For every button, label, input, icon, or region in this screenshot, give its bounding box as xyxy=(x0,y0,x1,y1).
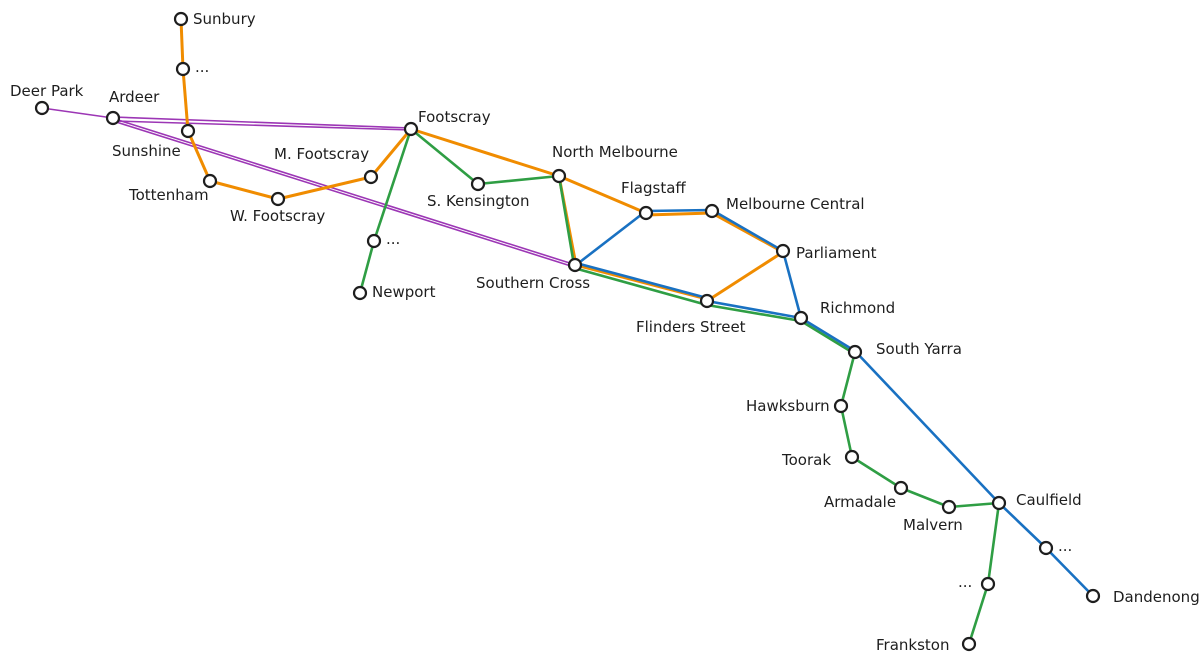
orange-line-tottenham-wfootscray xyxy=(208,179,280,201)
station-ellipsis-frankston-label: ... xyxy=(958,573,972,591)
station-ellipsis-dandenong-label: ... xyxy=(1058,537,1072,555)
station-richmond-label: Richmond xyxy=(820,299,895,317)
station-ardeer-label: Ardeer xyxy=(109,88,160,106)
station-malvern-node[interactable] xyxy=(941,499,957,515)
blue-line-flagstaff-melbournecentral xyxy=(644,208,714,213)
station-frankston-label: Frankston xyxy=(876,636,949,654)
station-flinders-street-node[interactable] xyxy=(699,293,715,309)
station-armadale-node[interactable] xyxy=(893,480,909,496)
station-sunbury-label: Sunbury xyxy=(193,10,256,28)
station-s-kensington-label: S. Kensington xyxy=(427,192,529,210)
station-nodes xyxy=(34,11,1101,652)
station-hawksburn-node[interactable] xyxy=(833,398,849,414)
station-melbourne-central-label: Melbourne Central xyxy=(726,195,865,213)
green-line-richmond-southyarra xyxy=(799,319,857,356)
station-deer-park-label: Deer Park xyxy=(10,82,84,100)
station-tottenham-label: Tottenham xyxy=(128,186,209,204)
station-malvern-label: Malvern xyxy=(903,516,963,534)
orange-line-mfootscray-footscray xyxy=(369,127,413,179)
station-melbourne-central-node[interactable] xyxy=(704,203,720,219)
orange-line-sunshine-tottenham xyxy=(186,129,212,183)
station-hawksburn-label: Hawksburn xyxy=(746,397,830,415)
station-tottenham-node[interactable] xyxy=(202,173,218,189)
station-newport-label: Newport xyxy=(372,283,436,301)
station-south-yarra-node[interactable] xyxy=(847,344,863,360)
station-dandenong-node[interactable] xyxy=(1085,588,1101,604)
station-ellipsis-frankston-node[interactable] xyxy=(980,576,996,592)
blue-line-southerncross-flagstaff xyxy=(574,209,648,267)
blue-line-southerncross-flinders xyxy=(574,261,709,300)
blue-line-richmond-southyarra xyxy=(799,316,857,353)
station-richmond-node[interactable] xyxy=(793,310,809,326)
station-w-footscray-label: W. Footscray xyxy=(230,207,325,225)
green-line-northmelbourne-southerncross xyxy=(557,174,576,267)
station-ellipsis-sunbury-label: ... xyxy=(195,58,209,76)
orange-line-parliament-flinders xyxy=(705,250,785,303)
station-southern-cross-node[interactable] xyxy=(567,257,583,273)
green-line-caulfield-frankston xyxy=(967,501,1001,646)
green-line-footscray-skensington xyxy=(409,127,480,186)
station-ellipsis-newport-node[interactable] xyxy=(366,233,382,249)
purple-line-ardeer-footscray xyxy=(112,116,412,129)
station-flagstaff-node[interactable] xyxy=(638,205,654,221)
blue-line-melbournecentral-parliament xyxy=(710,208,785,253)
station-ellipsis-newport-label: ... xyxy=(386,230,400,248)
station-newport-node[interactable] xyxy=(352,285,368,301)
blue-line-parliament-richmond xyxy=(781,249,803,320)
orange-line-flagstaff-melbournecentral xyxy=(644,211,714,217)
green-line-toorak-armadale xyxy=(850,455,903,490)
station-parliament-node[interactable] xyxy=(775,243,791,259)
green-line-armadale-malvern xyxy=(899,486,951,509)
station-m-footscray-node[interactable] xyxy=(363,169,379,185)
station-footscray-label: Footscray xyxy=(418,108,491,126)
station-caulfield-node[interactable] xyxy=(991,495,1007,511)
green-line-malvern-caulfield xyxy=(947,501,1001,509)
purple-line-ardeer-footscray-2 xyxy=(114,120,412,131)
green-line-skensington-northmelbourne xyxy=(476,174,561,186)
orange-line-wfootscray-mfootscray xyxy=(276,175,373,201)
station-sunshine-node[interactable] xyxy=(180,123,196,139)
station-flinders-street-label: Flinders Street xyxy=(636,318,746,336)
station-ellipsis-sunbury-node[interactable] xyxy=(175,61,191,77)
green-line-southyarra-hawksburn xyxy=(839,350,857,408)
station-parliament-label: Parliament xyxy=(796,244,877,262)
station-south-yarra-label: South Yarra xyxy=(876,340,962,358)
station-north-melbourne-node[interactable] xyxy=(551,168,567,184)
purple-line-ardeer-southerncross-2 xyxy=(112,120,575,268)
blue-line-flinders-richmond xyxy=(705,299,803,320)
station-frankston-node[interactable] xyxy=(961,636,977,652)
station-footscray-node[interactable] xyxy=(403,121,419,137)
station-deer-park-node[interactable] xyxy=(34,100,50,116)
station-s-kensington-node[interactable] xyxy=(470,176,486,192)
station-sunbury-node[interactable] xyxy=(173,11,189,27)
station-sunshine-label: Sunshine xyxy=(112,142,181,160)
station-m-footscray-label: M. Footscray xyxy=(274,145,369,163)
station-labels: Sunbury ... Deer Park Ardeer Sunshine To… xyxy=(10,10,1200,654)
station-flagstaff-label: Flagstaff xyxy=(621,179,686,197)
station-north-melbourne-label: North Melbourne xyxy=(552,143,678,161)
station-southern-cross-label: Southern Cross xyxy=(476,274,590,292)
station-toorak-node[interactable] xyxy=(844,449,860,465)
purple-line-deerpark-ardeer xyxy=(41,107,114,119)
green-line-hawksburn-toorak xyxy=(839,404,854,459)
station-ardeer-node[interactable] xyxy=(105,110,121,126)
orange-line-northmelbourne-flagstaff xyxy=(557,174,648,215)
station-armadale-label: Armadale xyxy=(824,493,896,511)
station-toorak-label: Toorak xyxy=(781,451,831,469)
station-ellipsis-dandenong-node[interactable] xyxy=(1038,540,1054,556)
station-caulfield-label: Caulfield xyxy=(1016,491,1082,509)
blue-line-southyarra-caulfield xyxy=(853,349,1001,505)
green-line-southerncross-flinders xyxy=(572,266,709,307)
orange-line-footscray-northmelbourne xyxy=(409,127,561,178)
station-dandenong-label: Dandenong xyxy=(1113,588,1200,606)
green-line-flinders-richmond xyxy=(705,303,803,323)
rail-lines xyxy=(41,17,1095,646)
station-w-footscray-node[interactable] xyxy=(270,191,286,207)
